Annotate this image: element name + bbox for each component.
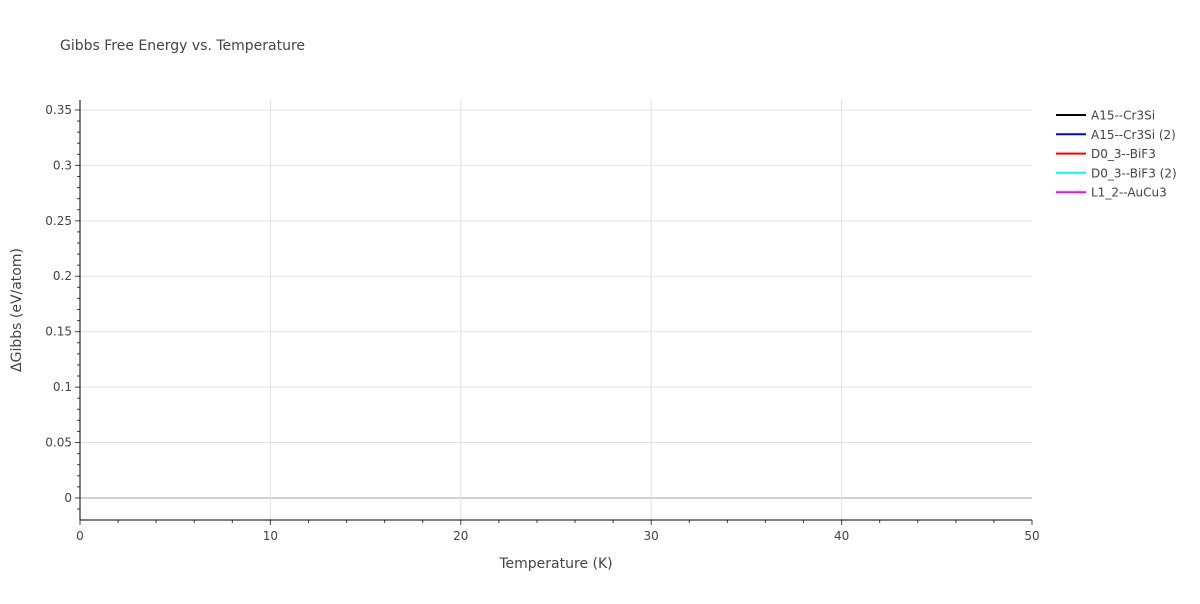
y-tick-label: 0 bbox=[64, 491, 72, 505]
y-tick-label: 0.15 bbox=[45, 325, 72, 339]
legend-label: L1_2--AuCu3 bbox=[1091, 186, 1167, 200]
legend-label: D0_3--BiF3 bbox=[1091, 147, 1156, 161]
x-tick-label: 0 bbox=[76, 529, 84, 543]
x-tick-label: 40 bbox=[834, 529, 849, 543]
y-tick-label: 0.25 bbox=[45, 214, 72, 228]
y-tick-label: 0.35 bbox=[45, 103, 72, 117]
chart-title: Gibbs Free Energy vs. Temperature bbox=[60, 38, 305, 54]
y-tick-label: 0.2 bbox=[53, 269, 72, 283]
y-tick-label: 0.05 bbox=[45, 436, 72, 450]
legend-label: D0_3--BiF3 (2) bbox=[1091, 166, 1177, 180]
x-tick-label: 30 bbox=[644, 529, 659, 543]
y-tick-label: 0.1 bbox=[53, 380, 72, 394]
x-tick-label: 10 bbox=[263, 529, 278, 543]
x-axis-label: Temperature (K) bbox=[498, 556, 612, 572]
y-tick-label: 0.3 bbox=[53, 158, 72, 172]
legend-label: A15--Cr3Si bbox=[1091, 109, 1155, 123]
y-axis-label: ΔGibbs (eV/atom) bbox=[9, 248, 25, 372]
legend-label: A15--Cr3Si (2) bbox=[1091, 128, 1176, 142]
x-tick-label: 20 bbox=[453, 529, 468, 543]
x-tick-label: 50 bbox=[1024, 529, 1039, 543]
